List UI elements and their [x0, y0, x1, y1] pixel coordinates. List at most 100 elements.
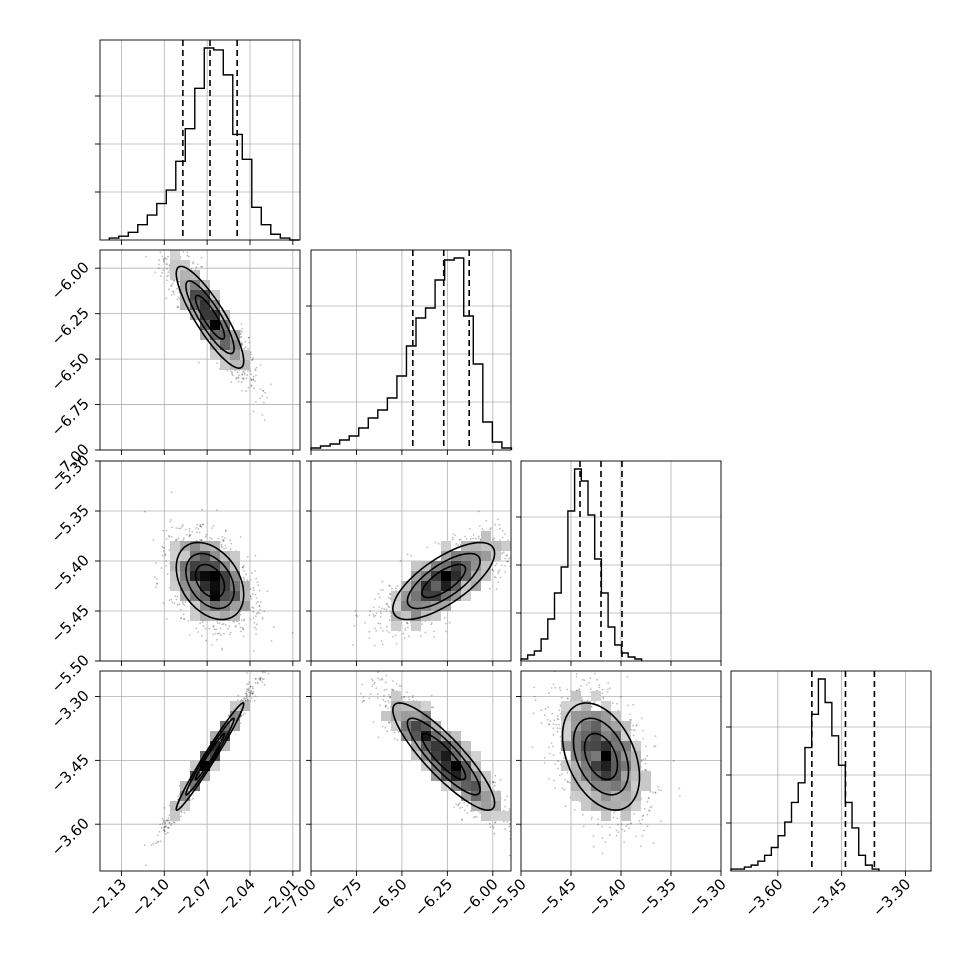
sample-point: [212, 633, 215, 636]
density-cell: [190, 290, 200, 300]
sample-point: [555, 723, 557, 726]
sample-point: [573, 809, 576, 811]
density-cell: [411, 591, 421, 601]
density-cell: [170, 541, 180, 551]
sample-point: [552, 683, 555, 686]
sample-point: [189, 799, 192, 801]
sample-point: [641, 818, 644, 821]
sample-point: [395, 587, 397, 590]
sample-point: [248, 681, 251, 683]
sample-point: [373, 615, 376, 618]
sample-point: [249, 353, 252, 356]
sample-point: [254, 570, 257, 572]
sample-point: [252, 378, 255, 381]
sample-point: [170, 822, 173, 825]
y-tick-label: −5.40: [48, 551, 93, 596]
density-cell: [441, 761, 451, 771]
density-cell: [631, 741, 641, 751]
sample-point: [159, 235, 161, 237]
sample-point: [559, 689, 562, 692]
density-cell: [591, 721, 601, 731]
sample-point: [164, 820, 167, 822]
sample-point: [592, 835, 595, 837]
density-cell: [210, 350, 220, 360]
sample-point: [254, 555, 257, 557]
sample-point: [221, 535, 224, 538]
sample-point: [381, 607, 383, 610]
sample-point: [638, 820, 641, 822]
sample-point: [531, 746, 534, 748]
sample-point: [178, 280, 180, 282]
x-tick-label: −6.25: [411, 875, 456, 920]
sample-point: [250, 373, 253, 375]
sample-point: [235, 376, 238, 379]
sample-point: [601, 837, 604, 840]
density-cell: [210, 741, 220, 751]
sample-point: [660, 789, 662, 792]
contour-line: [583, 732, 619, 781]
x-tick-label: −5.30: [685, 875, 730, 920]
sample-point: [616, 817, 619, 820]
sample-point: [477, 510, 480, 513]
sample-point: [580, 696, 583, 699]
sample-point: [264, 391, 266, 394]
sample-point: [644, 762, 647, 765]
sample-point: [255, 400, 257, 403]
sample-point: [392, 635, 394, 638]
density-cell: [451, 571, 461, 581]
sample-point: [459, 544, 462, 546]
density-cell: [471, 751, 481, 761]
sample-point: [478, 535, 480, 538]
sample-point: [556, 727, 559, 729]
density-cell: [190, 581, 200, 591]
density-cell: [611, 741, 621, 751]
sample-point: [368, 630, 371, 633]
density-cell: [411, 571, 421, 581]
sample-point: [621, 828, 624, 831]
sample-point: [204, 535, 207, 538]
sample-point: [239, 626, 242, 629]
sample-point: [259, 601, 262, 603]
density-cell: [240, 350, 250, 360]
sample-point: [188, 534, 191, 536]
sample-point: [575, 673, 578, 675]
sample-point: [162, 228, 164, 230]
scatter-frame: [310, 670, 512, 872]
sample-point: [255, 374, 257, 377]
sample-point: [177, 296, 180, 299]
density-cell: [571, 711, 581, 721]
sample-point: [466, 812, 469, 814]
sample-point: [512, 841, 514, 843]
density-cell: [200, 541, 210, 551]
sample-points: [359, 671, 532, 857]
sample-point: [493, 789, 495, 792]
density-cell: [230, 601, 240, 611]
sample-point: [530, 826, 532, 828]
density-cell: [230, 581, 240, 591]
sample-point: [559, 752, 562, 754]
density-cell: [471, 581, 481, 591]
sample-point: [258, 589, 261, 592]
density-cell: [461, 551, 471, 561]
sample-point: [497, 581, 500, 583]
density-cell: [591, 791, 601, 801]
density-cell: [220, 350, 230, 360]
sample-point: [464, 535, 466, 538]
density-cell: [581, 801, 591, 811]
sample-point: [165, 565, 168, 567]
sample-point: [478, 525, 481, 527]
density-cell: [601, 761, 611, 771]
density-cell: [461, 541, 471, 551]
sample-point: [634, 729, 636, 732]
sample-point: [552, 723, 555, 726]
sample-point: [228, 633, 231, 636]
sample-point: [383, 694, 385, 697]
sample-point: [250, 384, 253, 387]
sample-point: [215, 628, 218, 631]
sample-point: [444, 616, 446, 619]
sample-point: [522, 538, 524, 540]
sample-point: [558, 723, 560, 726]
sample-point: [241, 344, 244, 346]
sample-point: [221, 538, 224, 541]
sample-point: [548, 723, 551, 726]
